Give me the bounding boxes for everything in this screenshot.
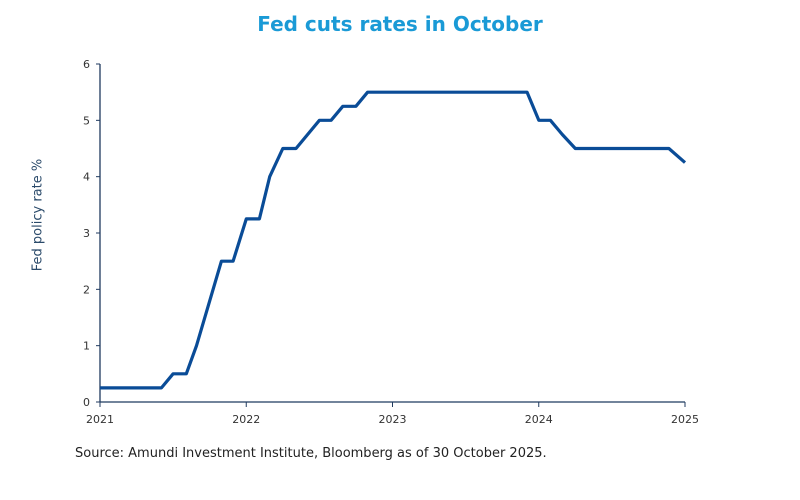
source-note: Source: Amundi Investment Institute, Blo…	[75, 446, 547, 461]
y-tick-label: 6	[83, 58, 90, 71]
y-tick-label: 3	[83, 227, 90, 240]
y-tick-label: 2	[83, 283, 90, 296]
fed-rate-line	[100, 90, 687, 390]
x-tick-label: 2023	[379, 413, 407, 426]
y-tick-label: 4	[83, 171, 90, 184]
x-tick-label: 2021	[86, 413, 114, 426]
chart-title: Fed cuts rates in October	[257, 12, 543, 36]
x-tick-label: 2022	[232, 413, 260, 426]
y-tick-label: 0	[83, 396, 90, 409]
y-tick-label: 1	[83, 340, 90, 353]
x-tick-label: 2025	[671, 413, 699, 426]
y-tick-label: 5	[83, 114, 90, 127]
x-tick-label: 2024	[525, 413, 553, 426]
